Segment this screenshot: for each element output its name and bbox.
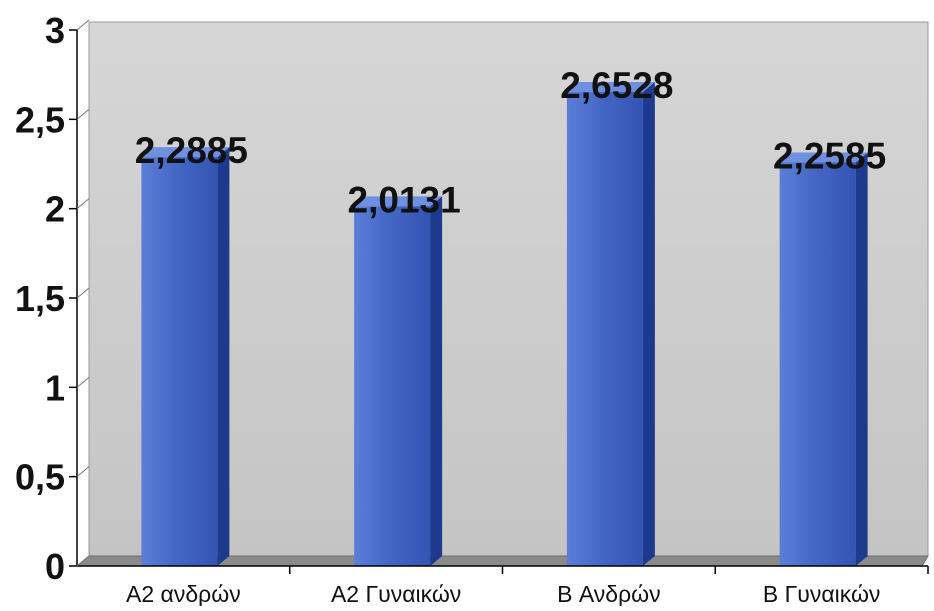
bar-data-label: 2,0131 — [348, 179, 461, 220]
x-category-label: A2 Γυναικών — [331, 581, 461, 606]
y-tick-depth-line — [76, 555, 90, 567]
bar-data-label: 2,2585 — [773, 135, 886, 176]
y-tick-depth-line — [76, 198, 90, 210]
y-tick-label: 3 — [45, 10, 65, 51]
bar-side-face — [430, 196, 443, 567]
y-tick-depth-line — [76, 19, 90, 31]
y-tick-depth-line — [76, 376, 90, 388]
bar-top-face — [354, 196, 443, 207]
y-tick-label: 1,5 — [15, 278, 65, 319]
bar — [354, 196, 443, 567]
y-tick-label: 1 — [45, 367, 65, 408]
y-tick-depth-line — [76, 108, 90, 120]
y-tick-label: 2,5 — [15, 99, 65, 140]
y-tick-depth-line — [76, 466, 90, 478]
bar-side-face — [642, 82, 655, 566]
bar-front-face — [354, 206, 431, 567]
bar-front-face — [566, 92, 643, 566]
x-category-label: B Ανδρών — [557, 581, 661, 606]
bar — [141, 147, 230, 566]
x-category-label: B Γυναικών — [763, 581, 881, 606]
x-category-label: A2 ανδρών — [126, 581, 241, 606]
bar-side-face — [217, 147, 230, 566]
y-tick-label: 0 — [45, 546, 65, 587]
bar — [566, 82, 655, 566]
bar — [779, 152, 868, 567]
bar-data-label: 2,6528 — [560, 65, 673, 106]
bar-top-face — [141, 147, 230, 158]
y-tick-label: 0,5 — [15, 457, 65, 498]
bar-side-face — [855, 152, 868, 567]
bar-front-face — [141, 157, 218, 566]
y-tick-depth-line — [76, 287, 90, 299]
bar-data-label: 2,2885 — [135, 130, 248, 171]
bar-front-face — [779, 162, 856, 567]
bar-top-face — [779, 152, 868, 163]
bar-top-face — [566, 82, 655, 93]
y-tick-label: 2 — [45, 189, 65, 230]
